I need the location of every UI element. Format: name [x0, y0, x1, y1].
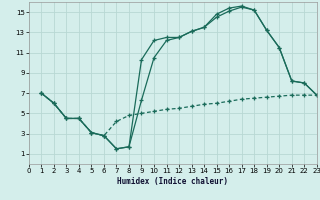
X-axis label: Humidex (Indice chaleur): Humidex (Indice chaleur) [117, 177, 228, 186]
